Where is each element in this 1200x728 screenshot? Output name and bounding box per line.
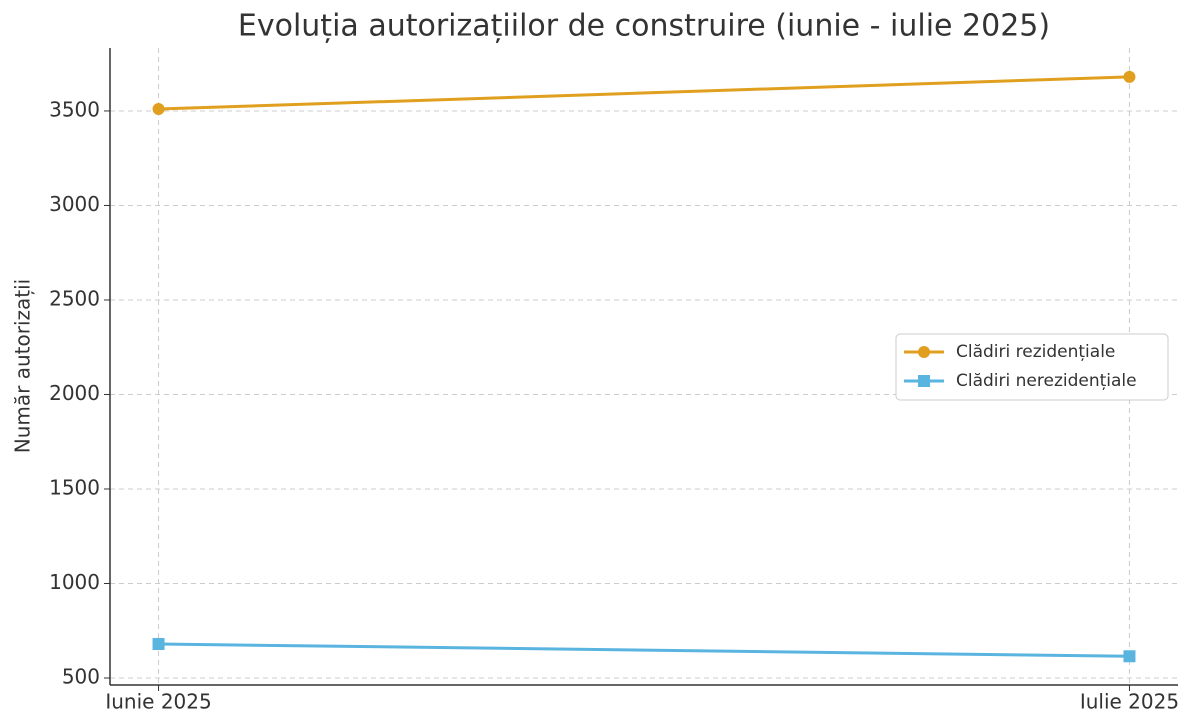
legend: Clădiri rezidențiale Clădiri nerezidenția… — [895, 333, 1169, 401]
y-tick-label: 1000 — [49, 570, 100, 594]
legend-label: Clădiri nerezidențiale — [956, 371, 1137, 391]
y-tick-label: 3000 — [49, 192, 100, 216]
series-line — [158, 75, 1130, 111]
legend-marker — [918, 375, 930, 387]
y-tick-label: 500 — [62, 665, 100, 689]
data-point — [152, 103, 165, 116]
x-tick-label: Iunie 2025 — [105, 690, 211, 714]
y-tick-label: 3500 — [49, 97, 100, 121]
data-point — [1123, 70, 1136, 83]
y-axis-label: Număr autorizații — [11, 279, 35, 453]
data-point — [152, 637, 165, 650]
legend-marker — [918, 346, 930, 358]
data-point — [1123, 650, 1136, 663]
series-line — [158, 642, 1130, 658]
chart-title: Evoluția autorizațiilor de construire (i… — [238, 9, 1050, 44]
y-tick-label: 2500 — [49, 286, 100, 310]
y-tick-label: 1500 — [49, 475, 100, 499]
legend-box — [895, 333, 1169, 401]
x-tick-label: Iulie 2025 — [1080, 690, 1179, 714]
legend-label: Clădiri rezidențiale — [956, 342, 1115, 362]
y-tick-label: 2000 — [49, 381, 100, 405]
